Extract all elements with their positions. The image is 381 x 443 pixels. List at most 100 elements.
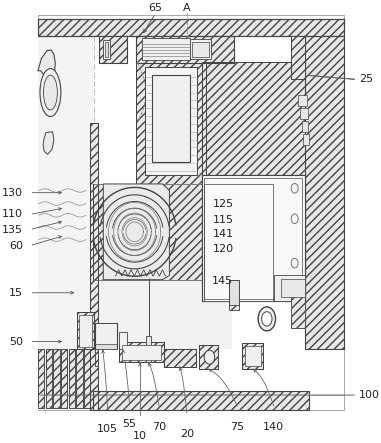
Text: 60: 60 — [9, 241, 23, 251]
Bar — [136, 36, 234, 63]
Bar — [122, 345, 161, 360]
Bar — [94, 350, 98, 366]
Bar — [93, 391, 309, 410]
Bar — [93, 184, 232, 280]
Bar — [61, 350, 67, 408]
Bar — [84, 350, 90, 408]
Bar — [274, 276, 305, 302]
Bar — [102, 40, 110, 58]
Bar — [93, 391, 309, 410]
Bar — [136, 63, 206, 184]
Bar — [291, 36, 305, 79]
Bar — [69, 350, 75, 408]
Text: 65: 65 — [149, 4, 162, 13]
Bar — [305, 36, 344, 350]
Text: 130: 130 — [2, 188, 23, 198]
Bar — [305, 36, 344, 350]
Bar — [291, 36, 305, 79]
Text: 141: 141 — [213, 229, 234, 239]
Bar — [119, 332, 126, 350]
Bar — [38, 15, 344, 410]
Text: 75: 75 — [230, 423, 244, 432]
Bar — [291, 288, 305, 327]
Ellipse shape — [262, 312, 272, 326]
Bar — [69, 350, 75, 408]
Bar — [298, 95, 307, 105]
Bar — [136, 36, 234, 63]
Bar — [61, 350, 67, 408]
Bar — [94, 344, 117, 350]
Ellipse shape — [291, 258, 298, 268]
Bar — [46, 350, 52, 408]
Bar — [203, 184, 273, 302]
Bar — [53, 350, 60, 408]
Text: 135: 135 — [2, 225, 23, 235]
Bar — [136, 63, 206, 184]
Ellipse shape — [43, 75, 58, 110]
Bar — [90, 123, 98, 410]
Bar — [242, 343, 263, 369]
Bar — [199, 345, 218, 369]
Polygon shape — [43, 132, 54, 154]
Text: 20: 20 — [180, 429, 194, 439]
Bar — [38, 19, 344, 36]
Ellipse shape — [204, 350, 215, 364]
Bar — [142, 38, 190, 60]
Bar — [38, 19, 344, 36]
Bar — [305, 36, 344, 350]
Bar — [242, 343, 263, 369]
Bar — [90, 123, 98, 410]
Bar — [146, 336, 151, 362]
Bar — [53, 350, 60, 408]
Bar — [99, 36, 127, 63]
Bar — [152, 75, 190, 162]
Bar — [119, 342, 164, 362]
Bar — [90, 123, 98, 410]
Bar — [291, 288, 305, 327]
Bar — [69, 350, 75, 408]
Bar — [202, 175, 305, 302]
Ellipse shape — [258, 307, 275, 331]
Bar — [202, 62, 305, 179]
Bar — [99, 36, 127, 63]
Bar — [136, 63, 206, 184]
Text: 25: 25 — [359, 74, 373, 85]
Bar — [229, 305, 239, 310]
Bar — [46, 350, 52, 408]
Bar — [136, 36, 234, 63]
Bar — [94, 323, 117, 350]
Bar — [93, 184, 232, 280]
Bar — [291, 36, 305, 79]
Bar — [53, 350, 60, 408]
Text: 70: 70 — [152, 423, 166, 432]
Text: 115: 115 — [213, 215, 234, 225]
Text: 50: 50 — [9, 337, 23, 346]
Bar — [281, 279, 305, 297]
Bar — [245, 346, 261, 366]
Text: 145: 145 — [212, 276, 233, 286]
Text: 110: 110 — [2, 210, 23, 219]
Bar — [242, 343, 263, 369]
Ellipse shape — [40, 69, 61, 117]
Text: 10: 10 — [133, 431, 147, 441]
Bar — [77, 312, 94, 350]
Polygon shape — [38, 36, 93, 410]
Bar — [38, 15, 344, 410]
Bar — [77, 312, 94, 350]
Bar — [38, 350, 45, 408]
Bar — [190, 39, 211, 58]
Bar — [202, 62, 305, 179]
Bar — [79, 315, 92, 347]
Ellipse shape — [291, 214, 298, 224]
Ellipse shape — [291, 183, 298, 193]
Bar — [46, 350, 52, 408]
Bar — [38, 350, 45, 408]
Text: 55: 55 — [122, 419, 136, 429]
Bar — [84, 350, 90, 408]
Polygon shape — [93, 184, 232, 350]
Bar — [145, 67, 197, 175]
Bar — [119, 342, 164, 362]
Bar — [76, 350, 83, 408]
Bar — [94, 350, 98, 366]
Bar — [204, 178, 302, 299]
